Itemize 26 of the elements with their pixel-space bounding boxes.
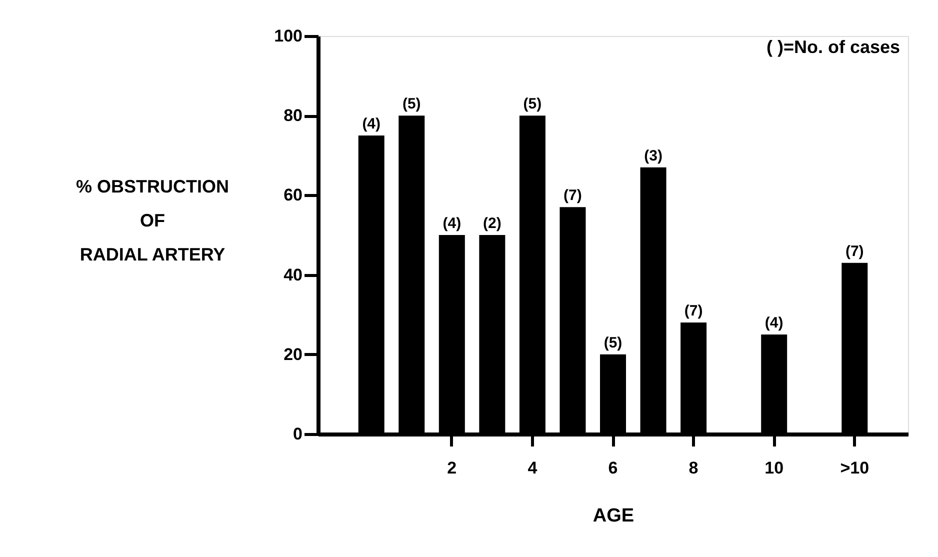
annotation: (7)	[845, 242, 864, 260]
annotation: (5)	[604, 334, 622, 352]
x-tick-label: >10	[840, 458, 870, 478]
annotation: (4)	[362, 116, 381, 132]
x-tick-label: 6	[608, 458, 618, 478]
annotation: (3)	[644, 147, 662, 164]
y-tick-label: 80	[284, 106, 302, 126]
annotation: (7)	[564, 187, 582, 204]
annotation: (5)	[402, 96, 421, 113]
annotation: ( )=No. of cases	[766, 37, 900, 57]
annotation: (2)	[483, 215, 502, 232]
y-tick-label: 0	[293, 424, 302, 444]
y-axis-title: % OBSTRUCTION OF RADIAL ARTERY	[76, 176, 229, 265]
x-tick-label: 10	[764, 458, 784, 478]
x-tick-label: 2	[447, 458, 457, 478]
y-tick-label: 60	[284, 186, 302, 205]
y-tick-label: 100	[274, 26, 302, 46]
y-tick-label: 20	[284, 344, 302, 364]
x-tick-label: 4	[528, 458, 538, 478]
annotation: (5)	[523, 96, 542, 113]
annotation: (7)	[684, 302, 703, 320]
annotation: (4)	[764, 314, 784, 332]
x-axis-title: AGE	[592, 506, 634, 526]
annotation: (4)	[442, 215, 462, 232]
y-tick-label: 40	[284, 265, 302, 284]
x-tick-label: 8	[688, 458, 698, 478]
